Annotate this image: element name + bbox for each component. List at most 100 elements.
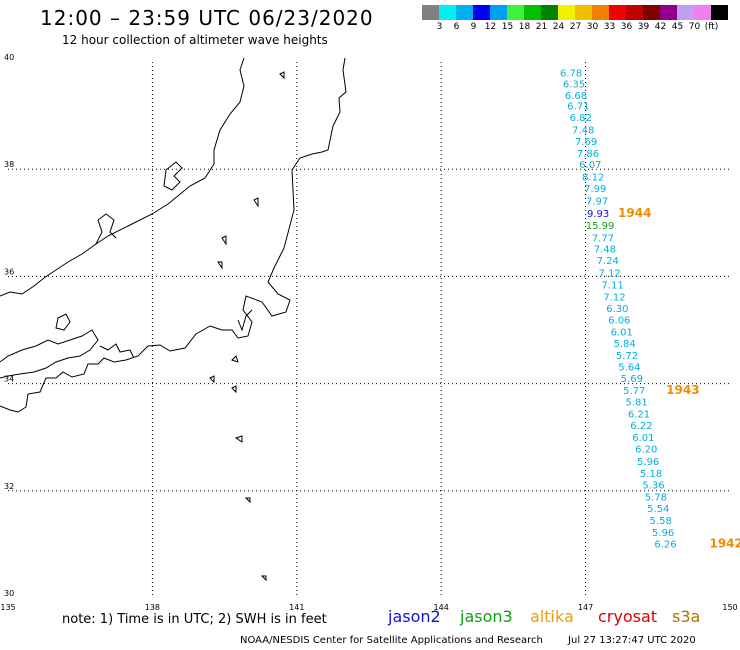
swh-value: 8.12 xyxy=(582,172,604,183)
colorbar-swatch xyxy=(660,5,677,20)
colorbar-swatch xyxy=(592,5,609,20)
colorbar-label: 18 xyxy=(518,22,531,32)
colorbar-label: 27 xyxy=(569,22,582,32)
lake-biwa xyxy=(55,313,71,331)
swh-value: 5.72 xyxy=(616,351,638,362)
sea-of-japan-coastline xyxy=(0,57,245,297)
swh-value: 7.11 xyxy=(601,281,623,292)
colorbar-label: 6 xyxy=(453,22,460,32)
colorbar-swatch xyxy=(439,5,456,20)
colorbar-label: 9 xyxy=(470,22,477,32)
swh-value: 6.68 xyxy=(565,91,587,102)
legend-altika: altika xyxy=(530,607,574,626)
colorbar-swatch xyxy=(677,5,694,20)
swh-value: 6.01 xyxy=(632,433,654,444)
inland-lake-2 xyxy=(221,235,227,246)
legend-s3a: s3a xyxy=(672,607,701,626)
footer-org: NOAA/NESDIS Center for Satellite Applica… xyxy=(240,635,543,646)
swh-value: 5.54 xyxy=(647,504,669,515)
swh-value: 5.96 xyxy=(637,457,659,468)
swh-value: 6.20 xyxy=(635,445,657,456)
swh-value: 6.01 xyxy=(611,327,633,338)
swh-value: 5.18 xyxy=(640,469,662,480)
swh-value: 6.07 xyxy=(579,160,601,171)
lon-tick-label: 144 xyxy=(434,603,449,612)
lon-tick-label: 135 xyxy=(0,603,15,612)
colorbar-swatch xyxy=(541,5,558,20)
swh-value: 7.97 xyxy=(586,197,608,208)
swh-value: 6.82 xyxy=(570,113,592,124)
colorbar-swatch xyxy=(490,5,507,20)
colorbar-label: 33 xyxy=(603,22,616,32)
izu-islet-2 xyxy=(234,435,243,443)
swh-value: 5.58 xyxy=(650,516,672,527)
izu-peninsula xyxy=(237,309,253,332)
swh-value: 6.21 xyxy=(628,409,650,420)
swh-value: 7.48 xyxy=(594,244,616,255)
graticule: 135 138 141 144 147 150 40 38 36 34 32 30 xyxy=(0,53,737,612)
honshu-coastline xyxy=(0,57,347,413)
swh-value: 7.24 xyxy=(597,256,619,267)
lon-tick-label: 141 xyxy=(289,603,304,612)
colorbar-label: 24 xyxy=(552,22,565,32)
colorbar-swatch xyxy=(575,5,592,20)
colorbar-swatch xyxy=(609,5,626,20)
lat-tick-label: 30 xyxy=(4,589,14,598)
oshima-island xyxy=(231,355,239,363)
offshore-islet-1 xyxy=(279,71,285,80)
swh-value: 5.64 xyxy=(618,363,640,374)
swh-value: 6.30 xyxy=(606,304,628,315)
swh-value: 6.71 xyxy=(567,102,589,113)
izu-islet-1 xyxy=(231,385,237,394)
pass-time-label: 1944 xyxy=(618,206,651,220)
colorbar-label: (ft) xyxy=(704,22,719,32)
shikoku-coastline xyxy=(0,329,99,379)
colorbar-swatch xyxy=(626,5,643,20)
pass-time-label: 1942 xyxy=(709,537,740,551)
swh-value: 7.12 xyxy=(603,293,625,304)
colorbar-label: 45 xyxy=(671,22,684,32)
page-title: 12:00 – 23:59 UTC 06/23/2020 xyxy=(40,6,374,30)
awaji-kii-coast xyxy=(99,343,135,359)
colorbar-label: 36 xyxy=(620,22,633,32)
swh-value: 15.99 xyxy=(586,221,615,232)
altimeter-swh-track: 6.786.356.686.716.827.487.697.866.078.12… xyxy=(560,68,677,550)
colorbar-label: 39 xyxy=(637,22,650,32)
inland-lake-3 xyxy=(217,261,223,270)
swh-value: 5.81 xyxy=(625,398,647,409)
colorbar-label: 12 xyxy=(484,22,497,32)
colorbar-label: 70 xyxy=(688,22,701,32)
colorbar-swatch xyxy=(711,5,728,20)
colorbar-swatch xyxy=(456,5,473,20)
colorbar-swatch xyxy=(694,5,711,20)
wave-height-colorbar xyxy=(422,5,728,20)
izu-islet-3 xyxy=(209,375,215,384)
colorbar-swatch xyxy=(422,5,439,20)
swh-value: 5.84 xyxy=(613,339,635,350)
swh-value: 7.86 xyxy=(577,149,599,160)
swh-value: 5.78 xyxy=(645,492,667,503)
swh-value: 6.22 xyxy=(630,421,652,432)
legend-cryosat: cryosat xyxy=(598,607,658,626)
swh-value: 6.78 xyxy=(560,68,582,79)
lat-tick-label: 40 xyxy=(4,53,14,62)
swh-value: 7.12 xyxy=(599,268,621,279)
footer-timestamp: Jul 27 13:27:47 UTC 2020 xyxy=(568,635,696,646)
colorbar-swatch xyxy=(558,5,575,20)
colorbar-label: 21 xyxy=(535,22,548,32)
lat-tick-label: 38 xyxy=(4,160,14,169)
colorbar-swatch xyxy=(643,5,660,20)
swh-value: 7.69 xyxy=(575,137,597,148)
lon-tick-label: 138 xyxy=(145,603,160,612)
colorbar-label: 42 xyxy=(654,22,667,32)
legend-jason3: jason3 xyxy=(460,607,513,626)
swh-value: 6.26 xyxy=(654,540,676,551)
swh-value: 5.77 xyxy=(623,386,645,397)
aogashima-islet xyxy=(260,575,267,582)
swh-value: 9.93 xyxy=(587,209,609,220)
colorbar-swatch xyxy=(473,5,490,20)
sado-island xyxy=(163,161,183,191)
swh-value: 6.06 xyxy=(608,316,630,327)
